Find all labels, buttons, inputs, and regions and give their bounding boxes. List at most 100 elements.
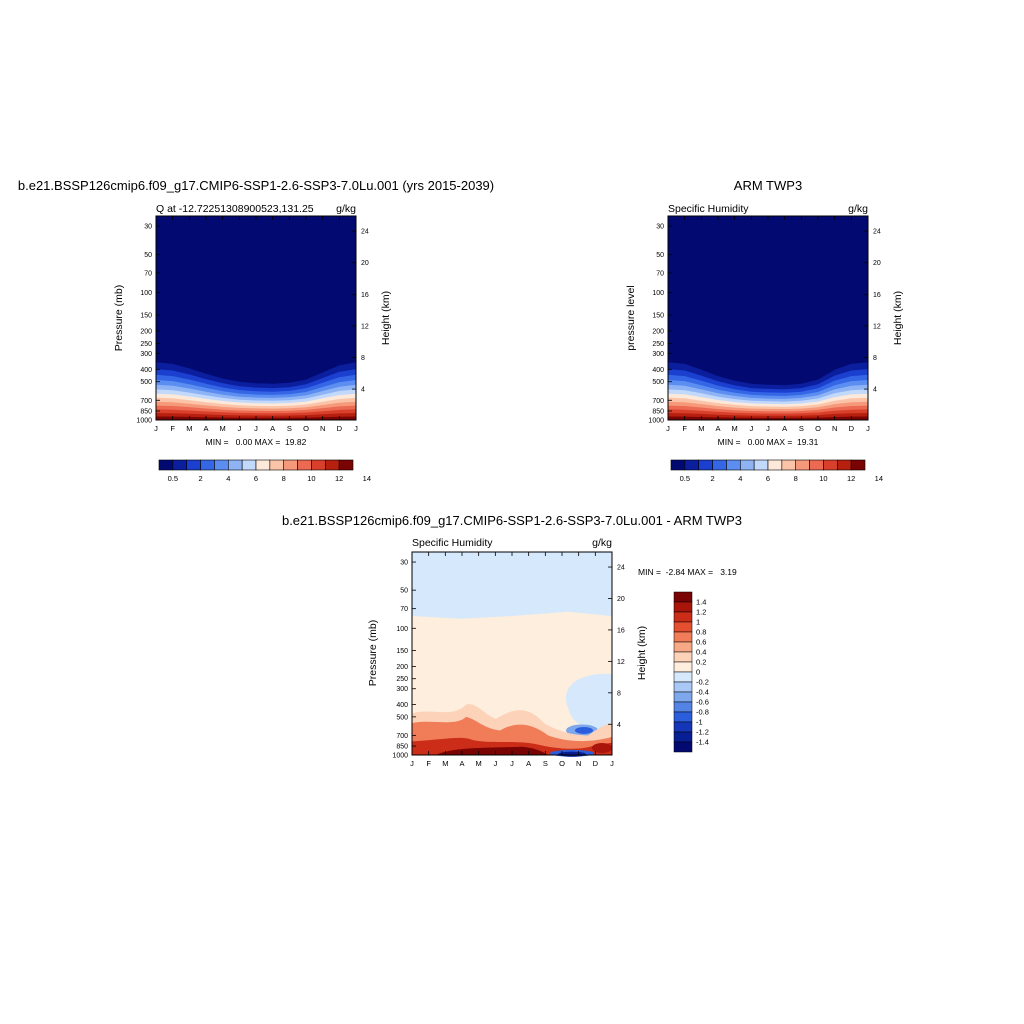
height-tick-label: 20	[361, 260, 369, 267]
month-tick-label: A	[782, 424, 787, 433]
panel-obs-field	[668, 216, 868, 420]
height-tick-label: 4	[873, 387, 877, 394]
month-tick-label: M	[220, 424, 226, 433]
pressure-tick-label: 150	[140, 313, 152, 320]
panel-diff-axes: 30 50 70 100 150 200 250 300 400 500 700 850 1000 24 2…	[392, 552, 625, 768]
month-tick-label: S	[799, 424, 804, 433]
colorbar-swatch	[673, 651, 693, 663]
pressure-tick-label: 400	[652, 367, 664, 374]
colorbar-swatch	[324, 459, 340, 471]
pressure-tick-label: 700	[396, 733, 408, 740]
colorbar-label: 14	[875, 474, 883, 483]
colorbar-label: -0.8	[696, 708, 709, 717]
pressure-tick-label: 70	[400, 606, 408, 613]
panel-model-colorbar: 0.5 2 4 6 8 10 12 14	[158, 459, 371, 483]
colorbar-swatch	[712, 459, 727, 471]
month-tick-label: O	[559, 759, 565, 768]
pressure-tick-label: 300	[396, 686, 408, 693]
panel-diff-variable-label: Specific Humidity	[412, 537, 493, 549]
panel-diff-title: b.e21.BSSP126cmip6.f09_g17.CMIP6-SSP1-2.…	[282, 513, 742, 528]
colorbar-label: 4	[226, 474, 230, 483]
month-tick-label: M	[732, 424, 738, 433]
colorbar-swatch	[172, 459, 188, 471]
colorbar-label: 1.4	[696, 598, 706, 607]
height-tick-label: 8	[617, 690, 621, 697]
colorbar-swatch	[739, 459, 755, 471]
colorbar-swatch	[673, 661, 693, 673]
month-tick-label: O	[815, 424, 821, 433]
colorbar-swatch	[241, 459, 257, 471]
pressure-tick-label: 700	[140, 398, 152, 405]
month-tick-label: J	[666, 424, 670, 433]
panel-diff: b.e21.BSSP126cmip6.f09_g17.CMIP6-SSP1-2.…	[282, 513, 742, 768]
month-tick-label: S	[287, 424, 292, 433]
panel-diff-units: g/kg	[592, 537, 612, 549]
colorbar-swatch	[673, 611, 693, 623]
colorbar-swatch	[673, 701, 693, 713]
panel-obs-stats: MIN = 0.00 MAX = 19.31	[718, 437, 819, 447]
colorbar-label: 2	[198, 474, 202, 483]
pressure-tick-label: 50	[656, 252, 664, 259]
diff-negative-core-inner	[575, 726, 593, 734]
month-tick-label: J	[154, 424, 158, 433]
pressure-tick-label: 700	[652, 398, 664, 405]
height-tick-label: 16	[361, 292, 369, 299]
diff-positive-max	[436, 746, 548, 755]
height-tick-label: 8	[361, 355, 365, 362]
colorbar-swatch	[809, 459, 824, 471]
height-tick-label: 20	[873, 260, 881, 267]
pressure-tick-label: 200	[396, 664, 408, 671]
month-tick-label: J	[866, 424, 870, 433]
colorbar-label: -1	[696, 718, 703, 727]
panel-diff-colorbar: 1.41.210.80.60.40.20-0.2-0.4-0.6-0.8-1-1…	[673, 591, 709, 753]
colorbar-swatch	[673, 621, 693, 633]
colorbar-label: 0	[696, 668, 700, 677]
panel-model-variable-label: Q at -12.72251308900523,131.25	[156, 203, 314, 215]
colorbar-label: 10	[819, 474, 827, 483]
colorbar-label: 0.5	[168, 474, 178, 483]
pressure-tick-label: 100	[652, 290, 664, 297]
height-tick-label: 12	[873, 323, 881, 330]
colorbar-swatch	[673, 741, 693, 753]
colorbar-label: -0.4	[696, 688, 709, 697]
colorbar-label: 0.2	[696, 658, 706, 667]
colorbar-label: -0.6	[696, 698, 709, 707]
month-tick-label: N	[320, 424, 325, 433]
colorbar-label: 8	[794, 474, 798, 483]
pressure-tick-label: 500	[652, 379, 664, 386]
colorbar-swatch	[283, 459, 298, 471]
pressure-tick-label: 50	[144, 252, 152, 259]
panel-obs-title: ARM TWP3	[734, 178, 802, 193]
colorbar-swatch	[753, 459, 769, 471]
panel-obs-ylabel: pressure level	[625, 285, 637, 350]
colorbar-swatch	[670, 459, 686, 471]
colorbar-label: 14	[363, 474, 371, 483]
colorbar-swatch	[158, 459, 174, 471]
colorbar-swatch	[673, 601, 693, 613]
colorbar-label: 1.2	[696, 608, 706, 617]
panel-obs-colorbar: 0.5 2 4 6 8 10 12 14	[670, 459, 883, 483]
month-tick-label: J	[410, 759, 414, 768]
colorbar-swatch	[673, 641, 693, 653]
pressure-tick-label: 200	[652, 328, 664, 335]
height-tick-label: 24	[361, 229, 369, 236]
panel-obs-units: g/kg	[848, 203, 868, 215]
pressure-tick-label: 250	[396, 676, 408, 683]
colorbar-swatch	[255, 459, 271, 471]
colorbar-swatch	[684, 459, 700, 471]
colorbar-label: 1	[696, 618, 700, 627]
colorbar-swatch	[673, 721, 693, 733]
colorbar-swatch	[836, 459, 852, 471]
panel-diff-ylabel: Pressure (mb)	[367, 620, 379, 687]
month-tick-label: D	[593, 759, 599, 768]
colorbar-swatch	[269, 459, 285, 471]
month-tick-label: S	[543, 759, 548, 768]
colorbar-label: -0.2	[696, 678, 709, 687]
height-tick-label: 12	[617, 659, 625, 666]
colorbar-swatch	[673, 731, 693, 743]
panel-diff-ylabel-right: Height (km)	[636, 626, 648, 680]
pressure-tick-label: 300	[652, 351, 664, 358]
month-tick-label: M	[476, 759, 482, 768]
month-tick-label: J	[493, 759, 497, 768]
month-tick-label: J	[610, 759, 614, 768]
